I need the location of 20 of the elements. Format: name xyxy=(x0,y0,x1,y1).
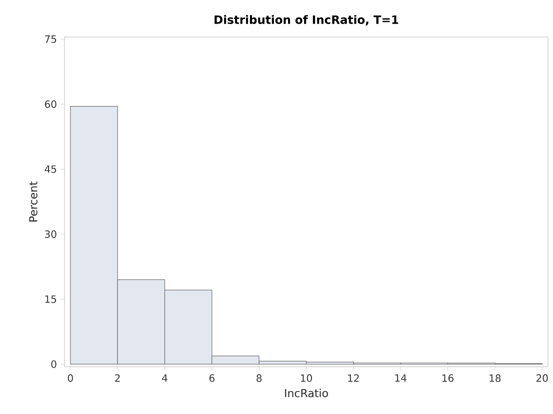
x-tick-label: 14 xyxy=(395,374,406,382)
x-tick-label: 18 xyxy=(490,374,501,382)
x-tick-label: 16 xyxy=(442,374,454,382)
x-tick-label: 0 xyxy=(68,374,73,382)
x-tick-label: 4 xyxy=(162,374,168,382)
y-tick-label: 75 xyxy=(45,35,56,43)
y-tick-label: 45 xyxy=(44,165,56,173)
x-tick-label: 20 xyxy=(536,374,548,382)
y-tick-label: 15 xyxy=(45,295,56,303)
y-axis-title: Percent xyxy=(29,181,38,222)
x-tick-label: 10 xyxy=(300,374,312,382)
x-tick-label: 12 xyxy=(348,374,359,382)
x-tick-label: 8 xyxy=(256,374,262,382)
y-tick-label: 30 xyxy=(45,230,56,238)
x-tick-label: 6 xyxy=(209,374,214,382)
x-tick-label: 2 xyxy=(115,374,120,382)
x-axis-title: IncRatio xyxy=(285,388,328,398)
y-tick-label: 0 xyxy=(51,360,56,368)
y-tick-label: 60 xyxy=(44,100,56,108)
chart-title: Distribution of IncRatio, T=1 xyxy=(214,15,398,26)
